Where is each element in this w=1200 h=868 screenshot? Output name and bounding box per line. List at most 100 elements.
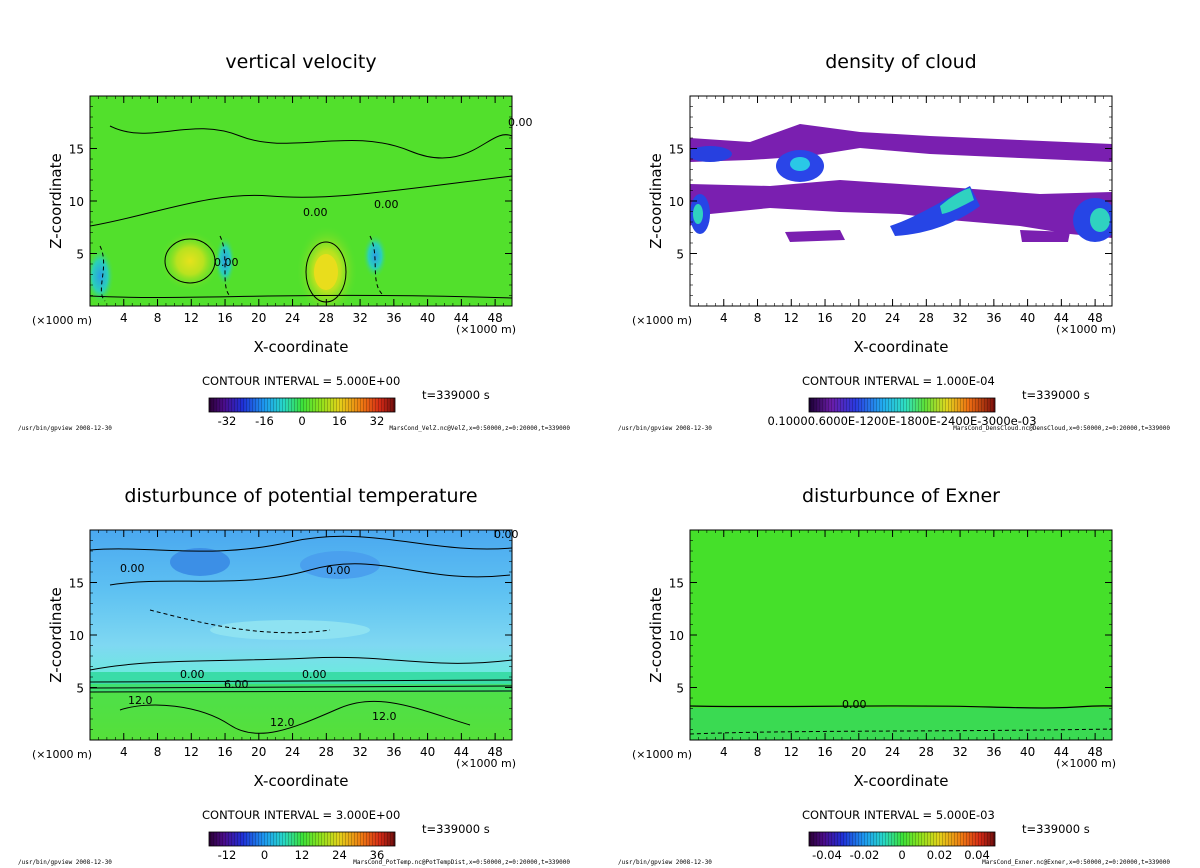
x-tick-label: 44 [1054,745,1069,759]
x-unit-right: (×1000 m) [456,757,516,770]
contour-label: 0.00 [508,116,533,129]
y-tick-label: 10 [669,195,684,209]
contour-interval: CONTOUR INTERVAL = 5.000E+00 [202,374,400,388]
colorbar-frame [808,831,996,847]
chart-title: vertical velocity [225,51,376,73]
x-tick-label: 28 [319,311,334,325]
contour-interval: CONTOUR INTERVAL = 5.000E-03 [802,808,995,822]
colorbar-tick-label: 0.02 [927,848,953,862]
x-tick-label: 36 [386,311,401,325]
x-tick-label: 36 [386,745,401,759]
x-unit-right: (×1000 m) [1056,323,1116,336]
x-tick-label: 24 [885,311,900,325]
x-tick-label: 4 [720,311,728,325]
x-tick-label: 48 [1087,745,1102,759]
y-tick-label: 5 [76,248,84,262]
x-tick-label: 20 [851,745,866,759]
x-tick-label: 36 [986,311,1001,325]
x-axis-title: X-coordinate [254,772,349,790]
x-tick-label: 28 [319,745,334,759]
x-tick-label: 12 [784,311,799,325]
footer-source: MarsCond_Exner.nc@Exner,x=0:50000,z=0:20… [982,859,1170,866]
y-tick-label: 5 [676,248,684,262]
colorbar-tick-label: -12 [218,848,237,862]
x-tick-label: 8 [154,745,162,759]
y-tick-label: 5 [676,682,684,696]
y-tick-label: 15 [69,143,84,157]
field-image [690,530,1112,740]
x-axis-title: X-coordinate [854,338,949,356]
x-tick-label: 12 [184,311,199,325]
x-tick-label: 44 [1054,311,1069,325]
colorbar-tick-label: -0.04 [812,848,842,862]
contour-interval: CONTOUR INTERVAL = 3.000E+00 [202,808,400,822]
colorbar-segments [209,398,395,412]
y-tick-label: 15 [69,577,84,591]
contour-label: 0.00 [326,564,351,577]
x-tick-label: 36 [986,745,1001,759]
footer-program: /usr/bin/gpview 2008-12-30 [618,425,712,432]
footer-source: MarsCond_VelZ.nc@VelZ,x=0:50000,z=0:2000… [389,425,570,432]
field-image [690,96,1112,306]
contour-label: 12.0 [270,716,295,729]
x-tick-label: 16 [817,311,832,325]
chart-title: disturbunce of Exner [802,485,1000,507]
time-label: t=339000 s [422,822,490,836]
y-axis-title: Z-coordinate [47,153,65,248]
time-label: t=339000 s [1022,822,1090,836]
x-tick-label: 32 [952,745,967,759]
contour-label: 0.00 [214,256,239,269]
contour-label: 0.00 [842,698,867,711]
x-tick-label: 8 [754,311,762,325]
y-tick-label: 5 [76,682,84,696]
x-tick-label: 16 [817,745,832,759]
x-tick-label: 40 [1020,311,1035,325]
x-tick-label: 32 [352,311,367,325]
contour-label: 0.00 [180,668,205,681]
x-tick-label: 48 [1087,311,1102,325]
footer-source: MarsCond_DensCloud.nc@DensCloud,x=0:5000… [953,425,1170,432]
colorbar-tick-label: 16 [332,414,347,428]
x-tick-label: 44 [454,745,469,759]
colorbar-tick-label: 0 [898,848,905,862]
x-tick-label: 4 [120,745,128,759]
colorbar-segments [809,832,995,846]
x-unit-left: (×1000 m) [32,748,92,761]
footer-program: /usr/bin/gpview 2008-12-30 [618,859,712,866]
colorbar-tick-label: -0.02 [850,848,880,862]
y-axis-title: Z-coordinate [647,587,665,682]
x-tick-label: 24 [285,311,300,325]
colorbar-tick-label: 24 [332,848,347,862]
x-tick-label: 4 [720,745,728,759]
x-tick-label: 16 [217,745,232,759]
footer-program: /usr/bin/gpview 2008-12-30 [18,425,112,432]
colorbar-segments [209,832,395,846]
x-tick-label: 28 [919,745,934,759]
colorbar-segments [809,398,995,412]
x-tick-label: 12 [184,745,199,759]
x-axis-title: X-coordinate [254,338,349,356]
colorbar-tick-label: 0 [298,414,305,428]
contour-label: 0.00 [302,668,327,681]
x-tick-label: 48 [487,745,502,759]
x-unit-left: (×1000 m) [632,748,692,761]
chart-title: density of cloud [825,51,977,73]
x-tick-label: 48 [487,311,502,325]
y-axis-title: Z-coordinate [47,587,65,682]
x-tick-label: 12 [784,745,799,759]
time-label: t=339000 s [422,388,490,402]
time-label: t=339000 s [1022,388,1090,402]
contour-label: 12.0 [372,710,397,723]
x-tick-label: 40 [420,311,435,325]
y-tick-label: 15 [669,143,684,157]
colorbar-tick-label: -16 [255,414,274,428]
x-tick-label: 28 [919,311,934,325]
chart-title: disturbunce of potential temperature [124,485,477,507]
colorbar-tick-label: 0 [261,848,268,862]
contour-label: 0.00 [374,198,399,211]
